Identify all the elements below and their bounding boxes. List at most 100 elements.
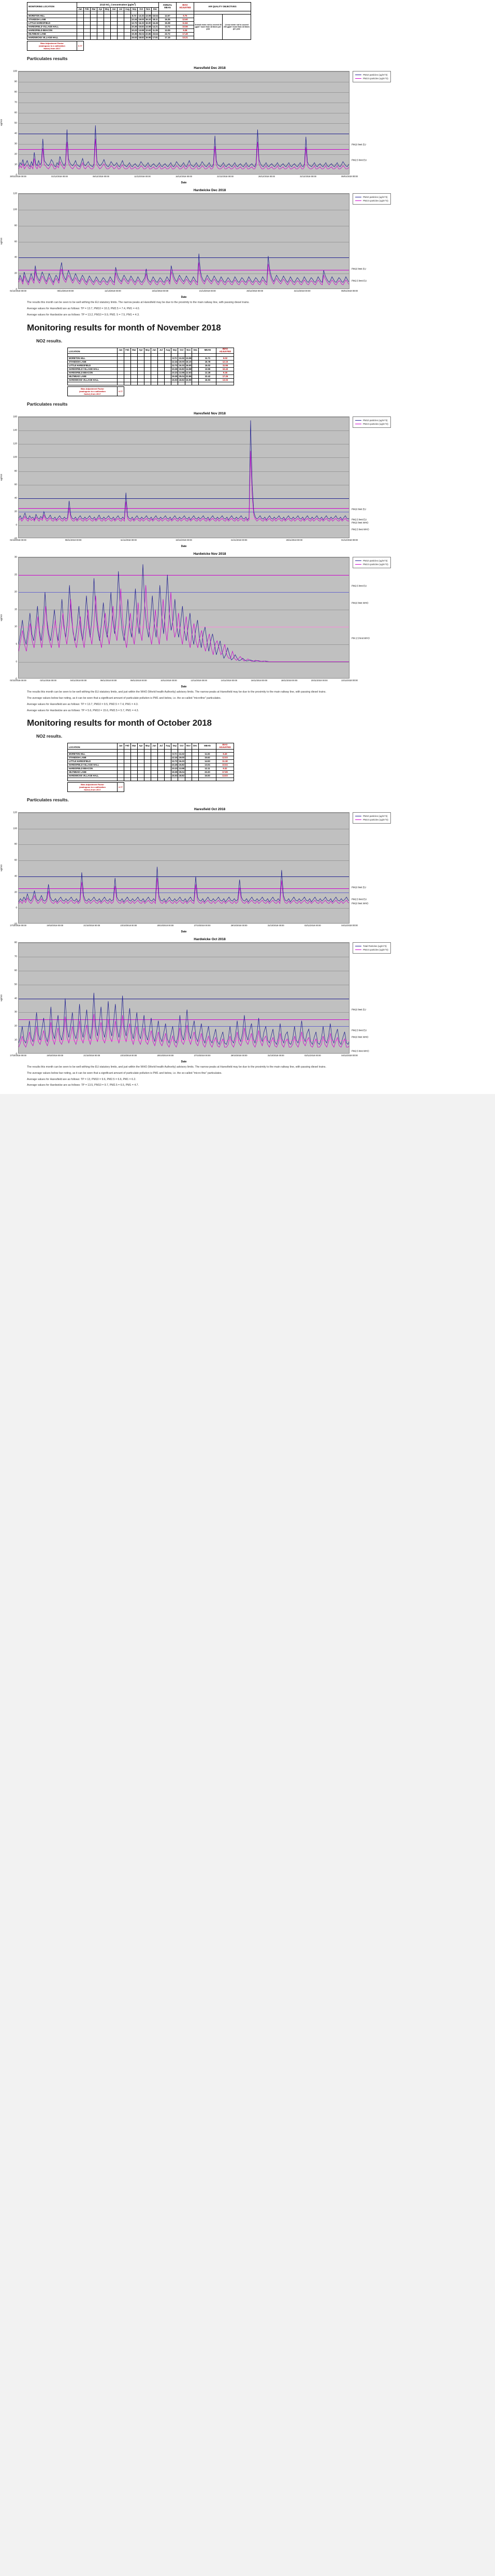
y-tick-label: 5 <box>16 642 17 645</box>
cell-sep: 8.72 <box>130 14 138 19</box>
oct-note-1: The average values below bar noting, as … <box>27 1071 222 1075</box>
cell-month <box>124 774 131 778</box>
y-axis-label: ug/m3 <box>0 865 3 871</box>
y-tick-label: -5 <box>14 677 17 680</box>
legend-label: PM10 particles (ug/m^3) <box>363 419 388 422</box>
cell-bias-adjusted: 11.84 <box>176 21 194 26</box>
y-tick-label: 0 <box>16 906 17 909</box>
gridline <box>19 430 349 431</box>
x-tick-label: 17/10/2018 00:00 <box>10 924 26 927</box>
cell-month <box>130 759 138 764</box>
cell-month <box>157 356 165 361</box>
x-tick-label: 31/10/2018 00:00 <box>267 924 284 927</box>
cell-mean: 11.02 <box>198 752 216 756</box>
cell-dec <box>192 360 199 365</box>
cell-month <box>164 756 171 760</box>
cell-month <box>157 756 165 760</box>
cell-bias-adjusted: 8.49 <box>215 752 234 756</box>
y-tick-label: 80 <box>14 941 17 944</box>
dec-note-0: The results this month can be seen to be… <box>27 301 250 305</box>
cell-month <box>117 752 124 756</box>
cell-oct: 19.00 <box>178 756 185 760</box>
cell-bias-adjusted: 12.15 <box>216 360 235 365</box>
cell-month <box>97 32 104 37</box>
limit-labels: PM10 limit EU PM2.5 limit EU PM10 limit WH… <box>350 428 448 550</box>
chart-body: ug/m3 80 70 60 50 40 30 20 10 0 Total Particles (u… <box>0 941 495 1055</box>
spacer-cell <box>124 778 131 781</box>
series-line <box>19 451 349 522</box>
month-jun: Jun <box>151 743 158 750</box>
legend-item: PM10 particles (ug/m^3) <box>355 195 388 199</box>
month-jul: Jul <box>157 743 165 750</box>
cell-month <box>164 371 171 376</box>
cell-month <box>117 770 124 774</box>
col-header-mean: MEAN <box>198 347 217 354</box>
cell-oct: 16.33 <box>178 759 185 764</box>
x-tick-label: 06/12/2018 00:00 <box>93 175 109 178</box>
x-axis-ticks: 17/10/2018 00:00 19/10/2018 00:00 21/10/20… <box>10 924 358 930</box>
x-tick-label: 10/11/2018 00:00 <box>161 679 177 682</box>
x-axis-area: 01/12/2018 00:00 06/12/2018 00:00 11/12/20… <box>10 289 358 299</box>
series-plot <box>19 992 349 1048</box>
chart-side-column: Total Particles (ug/m^3) PM2.5 particles … <box>350 942 448 1054</box>
x-tick-label: 05/01/2019 00:00 <box>341 175 358 178</box>
cell-dec: 17.81 <box>151 36 159 40</box>
cell-month <box>137 756 144 760</box>
legend-label: PM2.5 particles (ug/m^3) <box>363 818 388 822</box>
november-no2-heading: NO2 results. <box>36 338 63 343</box>
cell-mean: 15.02 <box>198 364 217 368</box>
cell-month <box>110 36 118 40</box>
limit-label: PM10 limit WHO <box>352 521 369 524</box>
x-axis-area: 17/10/2018 00:00 19/10/2018 00:00 21/10/20… <box>10 1054 358 1063</box>
gridline <box>19 457 349 458</box>
chart-title: Haresfield Nov 2018 <box>194 412 226 416</box>
cell-month <box>157 371 165 376</box>
cell-annual-mean: 16.36 <box>158 18 177 22</box>
row-location: HARESFIELD VILLAGE HALL <box>67 763 118 767</box>
report-page: MONITORING LOCATION 2018 NO2 Concentrati… <box>0 0 495 1095</box>
table-row <box>67 778 234 781</box>
x-tick-label: 27/10/2018 00:00 <box>194 924 211 927</box>
month-feb: Feb <box>124 743 131 750</box>
oct-no2-table-wrap: LOCATION Jan Feb Mar Apr May Jun Jul Aug… <box>0 741 495 794</box>
y-tick-label: -20 <box>13 922 17 925</box>
month-jan: Jan <box>117 743 124 750</box>
cell-month <box>77 21 84 26</box>
bias-value: 0.77 <box>117 386 124 397</box>
spacer-cell <box>67 778 118 781</box>
x-axis-label: Date <box>181 1060 187 1063</box>
cell-month <box>157 367 165 372</box>
cell-bias-adjusted: 17.09 <box>215 770 234 774</box>
cell-oct: 13.98 <box>137 28 145 33</box>
spacer-cell <box>178 778 185 781</box>
cell-month <box>83 28 91 33</box>
cell-month <box>90 18 97 22</box>
limit-label: PM 2.5 limit WHO <box>352 637 370 640</box>
cell-month <box>104 21 111 26</box>
cell-month <box>124 767 131 771</box>
series-line <box>19 564 349 662</box>
cell-oct: 15.82 <box>137 25 145 30</box>
x-tick-label: 21/10/2018 00:00 <box>83 1054 100 1057</box>
cell-annual-mean: 12.67 <box>158 14 177 19</box>
cell-mean: 11.71 <box>198 356 217 361</box>
month-mar: Mar <box>130 743 138 750</box>
month-jul: Jul <box>157 347 165 354</box>
spacer-cell <box>117 382 124 386</box>
cell-month <box>157 770 165 774</box>
x-axis-ticks: 01/12/2018 00:00 06/12/2018 00:00 11/12/20… <box>10 289 358 295</box>
x-tick-label: 21/11/2018 00:00 <box>230 539 248 542</box>
cell-month <box>144 752 151 756</box>
y-tick-label: 20 <box>14 1024 17 1027</box>
x-tick-label: 26/12/2018 00:00 <box>246 290 264 293</box>
chart-legend: PM10 particles (ug/m^3) PM2.5 particles (… <box>353 193 391 205</box>
cell-nov <box>184 770 192 774</box>
chart-legend: PM10 particles (ug/m^3) PM2.5 particles (… <box>353 557 391 569</box>
limit-label: PM10 limit EU <box>352 508 366 511</box>
legend-label: PM10 particles (ug/m^3) <box>363 74 388 77</box>
y-tick-label: 20 <box>14 590 17 593</box>
table-row: HILTMEAD LANE 19.35 25.04 22.86 22.42 17.26 <box>67 375 235 379</box>
cell-dec <box>191 763 199 767</box>
cell-sep: 10.23 <box>170 767 179 771</box>
col-header-bias-adjusted: BIAS ADJUSTED <box>176 2 194 12</box>
